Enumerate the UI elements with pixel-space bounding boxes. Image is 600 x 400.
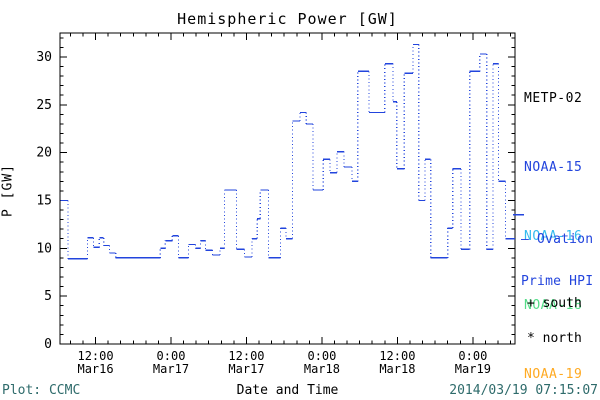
x-tick-time-label: 12:00 xyxy=(77,349,113,363)
south-marker-label: + south xyxy=(527,296,582,311)
y-tick-label: 0 xyxy=(44,337,52,352)
y-tick-label: 5 xyxy=(44,289,52,304)
plot-credit: Plot: CCMC xyxy=(2,383,81,398)
x-tick-date-label: Mar16 xyxy=(77,362,113,376)
plot-frame xyxy=(59,32,516,345)
legend-item-noaa15: NOAA-15 xyxy=(524,160,583,175)
ovation-note-line2: Prime HPI xyxy=(521,274,594,289)
north-marker-label: * north xyxy=(527,331,582,346)
legend-item-noaa19: NOAA-19 xyxy=(524,367,583,382)
legend-item-metp02: METP-02 xyxy=(524,91,583,106)
y-tick-label: 20 xyxy=(36,146,52,161)
x-tick-date-label: Mar17 xyxy=(153,362,189,376)
x-tick-date-label: Mar17 xyxy=(228,362,264,376)
x-tick-date-label: Mar18 xyxy=(304,362,340,376)
ovation-prime-note: — Ovation Prime HPI xyxy=(521,205,593,317)
plot-timestamp: 2014/03/19 07:15:07 xyxy=(449,383,598,398)
x-tick-date-label: Mar19 xyxy=(455,362,491,376)
x-tick-time-label: 12:00 xyxy=(379,349,415,363)
y-axis-label: P [GW] xyxy=(0,164,16,217)
y-tick-label: 25 xyxy=(36,98,52,113)
x-axis-label: Date and Time xyxy=(236,383,339,398)
ovation-note-line1: — Ovation xyxy=(521,232,594,247)
chart-title: Hemispheric Power [GW] xyxy=(177,10,398,28)
x-tick-time-label: 12:00 xyxy=(228,349,264,363)
legend-item-noaa16: NOAA-16 xyxy=(524,229,583,244)
y-tick-label: 30 xyxy=(36,50,52,65)
x-tick-time-label: 0:00 xyxy=(157,349,186,363)
satellite-legend: METP-02 NOAA-15 NOAA-16 NOAA-18 NOAA-19 xyxy=(524,41,582,400)
y-tick-label: 10 xyxy=(36,241,52,256)
y-tick-label: 15 xyxy=(36,193,52,208)
x-tick-time-label: 0:00 xyxy=(458,349,487,363)
x-tick-time-label: 0:00 xyxy=(307,349,336,363)
x-tick-date-label: Mar18 xyxy=(379,362,415,376)
legend-item-noaa18: NOAA-18 xyxy=(524,298,583,313)
